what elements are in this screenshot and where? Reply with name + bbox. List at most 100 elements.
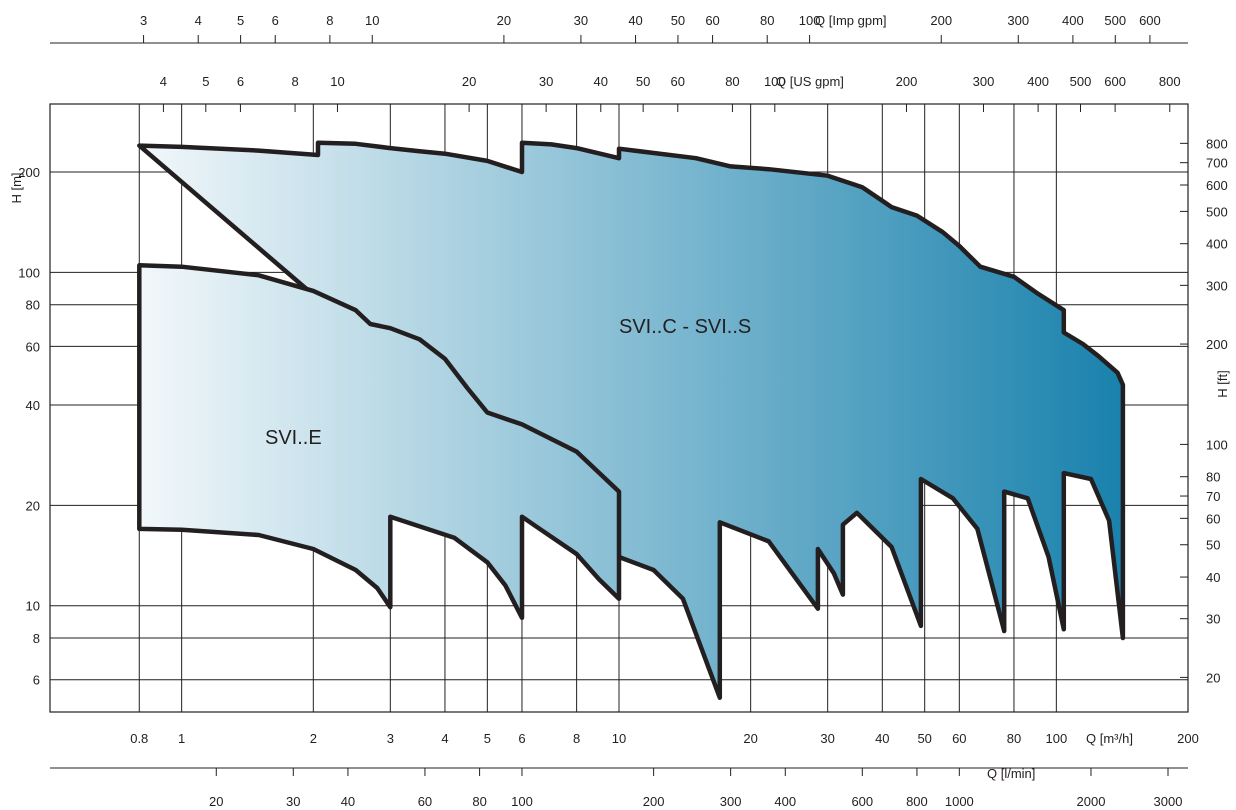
y-tick-label: 200 — [18, 165, 40, 180]
us-gpm-tick-label: 80 — [725, 74, 739, 89]
lmin-tick-label: 400 — [774, 794, 796, 809]
x-tick-label: 10 — [612, 731, 626, 746]
us-gpm-tick-label: 4 — [160, 74, 167, 89]
ft-tick-label: 100 — [1206, 437, 1228, 452]
x-tick-label: 2 — [310, 731, 317, 746]
imp-gpm-tick-label: 600 — [1139, 13, 1161, 28]
imp-gpm-tick-label: 30 — [574, 13, 588, 28]
lmin-tick-label: 600 — [851, 794, 873, 809]
x-tick-label: 50 — [917, 731, 931, 746]
x-tick-label: 3 — [387, 731, 394, 746]
lmin-tick-label: 2000 — [1077, 794, 1106, 809]
x-tick-label: 200 — [1177, 731, 1199, 746]
x-tick-label: 4 — [441, 731, 448, 746]
us-gpm-tick-label: 600 — [1104, 74, 1126, 89]
x-tick-label: 40 — [875, 731, 889, 746]
lmin-tick-label: 1000 — [945, 794, 974, 809]
ft-tick-label: 80 — [1206, 470, 1220, 485]
ft-tick-label: 70 — [1206, 489, 1220, 504]
imp-gpm-tick-label: 80 — [760, 13, 774, 28]
ft-tick-label: 30 — [1206, 612, 1220, 627]
us-gpm-tick-label: 500 — [1070, 74, 1092, 89]
us-gpm-tick-label: 20 — [462, 74, 476, 89]
x-axis-label: Q [m³/h] — [1086, 731, 1133, 746]
ft-tick-label: 600 — [1206, 178, 1228, 193]
us-gpm-tick-label: 800 — [1159, 74, 1181, 89]
imp-gpm-tick-label: 3 — [140, 13, 147, 28]
y-tick-label: 40 — [26, 398, 40, 413]
us-gpm-tick-label: 40 — [594, 74, 608, 89]
us-gpm-tick-label: 100 — [764, 74, 786, 89]
lmin-tick-label: 20 — [209, 794, 223, 809]
imp-gpm-tick-label: 60 — [705, 13, 719, 28]
ft-tick-label: 200 — [1206, 337, 1228, 352]
ft-tick-label: 20 — [1206, 670, 1220, 685]
imp-gpm-tick-label: 6 — [272, 13, 279, 28]
y-tick-label: 60 — [26, 339, 40, 354]
y-tick-label: 80 — [26, 298, 40, 313]
plot-frame — [49, 103, 1189, 713]
imp-gpm-tick-label: 500 — [1104, 13, 1126, 28]
imp-gpm-axis-label: Q [Imp gpm] — [815, 13, 887, 28]
y-tick-label: 100 — [18, 265, 40, 280]
lmin-tick-label: 3000 — [1154, 794, 1183, 809]
us-gpm-tick-label: 300 — [973, 74, 995, 89]
x-tick-label: 80 — [1007, 731, 1021, 746]
annotation-svi-c-s: SVI..C - SVI..S — [619, 316, 751, 338]
us-gpm-tick-label: 30 — [539, 74, 553, 89]
us-gpm-tick-label: 10 — [330, 74, 344, 89]
us-gpm-tick-label: 400 — [1027, 74, 1049, 89]
imp-gpm-tick-label: 400 — [1062, 13, 1084, 28]
area-svi-e — [137, 263, 622, 621]
lmin-tick-label: 40 — [341, 794, 355, 809]
x-tick-label: 30 — [820, 731, 834, 746]
us-gpm-axis-label: Q [US gpm] — [776, 74, 844, 89]
imp-gpm-tick-label: 200 — [930, 13, 952, 28]
lmin-tick-label: 300 — [720, 794, 742, 809]
x-tick-label: 100 — [1045, 731, 1067, 746]
us-gpm-tick-label: 50 — [636, 74, 650, 89]
y-tick-label: 8 — [33, 631, 40, 646]
ft-tick-label: 700 — [1206, 156, 1228, 171]
y-tick-label: 20 — [26, 498, 40, 513]
ft-axis-label: H [ft] — [1215, 370, 1230, 397]
lmin-tick-label: 80 — [472, 794, 486, 809]
imp-gpm-tick-label: 5 — [237, 13, 244, 28]
tick-labels: 0.8 1 2 3 4 5 6 8 10 20 30 40 50 60 80 100 200 6 8 10 20 40 60… — [18, 13, 1227, 809]
us-gpm-tick-label: 5 — [202, 74, 209, 89]
x-tick-label: 5 — [484, 731, 491, 746]
imp-gpm-tick-label: 300 — [1007, 13, 1029, 28]
x-tick-label: 20 — [743, 731, 757, 746]
imp-gpm-tick-label: 4 — [195, 13, 202, 28]
us-gpm-tick-label: 200 — [896, 74, 918, 89]
ft-tick-label: 500 — [1206, 204, 1228, 219]
imp-gpm-tick-label: 8 — [326, 13, 333, 28]
lmin-tick-label: 800 — [906, 794, 928, 809]
annotation-svi-e: SVI..E — [265, 427, 322, 449]
ft-tick-label: 800 — [1206, 136, 1228, 151]
imp-gpm-tick-label: 50 — [671, 13, 685, 28]
y-tick-label: 6 — [33, 673, 40, 688]
lmin-tick-label: 30 — [286, 794, 300, 809]
ft-tick-label: 40 — [1206, 570, 1220, 585]
imp-gpm-tick-label: 40 — [628, 13, 642, 28]
ft-tick-label: 50 — [1206, 538, 1220, 553]
lmin-axis-label: Q [l/min] — [987, 766, 1035, 781]
us-gpm-tick-label: 60 — [671, 74, 685, 89]
imp-gpm-tick-label: 10 — [365, 13, 379, 28]
ft-tick-label: 400 — [1206, 237, 1228, 252]
curve-areas — [137, 140, 1126, 700]
imp-gpm-tick-label: 20 — [497, 13, 511, 28]
y-axis-label: H [m] — [9, 172, 24, 203]
x-tick-label: 8 — [573, 731, 580, 746]
x-tick-label: 6 — [518, 731, 525, 746]
lmin-tick-label: 100 — [511, 794, 533, 809]
us-gpm-tick-label: 8 — [291, 74, 298, 89]
axes-frame — [49, 35, 1189, 776]
x-tick-label: 60 — [952, 731, 966, 746]
x-tick-label: 0.8 — [130, 731, 148, 746]
us-gpm-tick-label: 6 — [237, 74, 244, 89]
lmin-tick-label: 60 — [418, 794, 432, 809]
x-tick-label: 1 — [178, 731, 185, 746]
